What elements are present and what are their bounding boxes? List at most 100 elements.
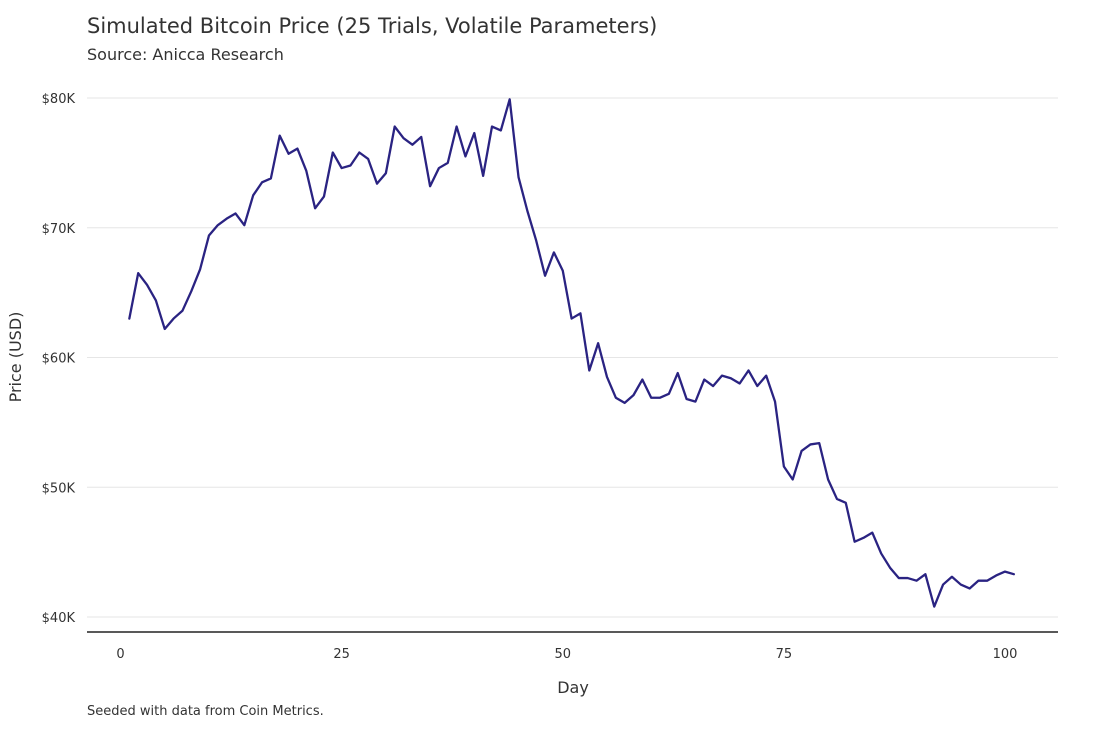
price-point <box>243 224 245 226</box>
price-point <box>606 376 608 378</box>
price-point <box>155 299 157 301</box>
price-point <box>615 397 617 399</box>
price-point <box>641 378 643 380</box>
price-point <box>164 328 166 330</box>
price-point <box>862 537 864 539</box>
price-point <box>508 98 510 100</box>
price-point <box>279 134 281 136</box>
price-point <box>535 240 537 242</box>
x-tick-label: 0 <box>116 647 124 662</box>
price-point <box>668 393 670 395</box>
price-point <box>455 125 457 127</box>
price-point <box>349 164 351 166</box>
price-point <box>234 212 236 214</box>
price-point <box>968 587 970 589</box>
price-point <box>792 478 794 480</box>
price-point <box>836 498 838 500</box>
price-point <box>526 210 528 212</box>
price-point <box>915 579 917 581</box>
price-point <box>703 378 705 380</box>
price-point <box>332 151 334 153</box>
price-point <box>128 317 130 319</box>
price-point <box>579 312 581 314</box>
price-point <box>818 442 820 444</box>
price-point <box>960 583 962 585</box>
price-point <box>730 377 732 379</box>
price-series-line <box>128 98 1015 608</box>
price-point <box>721 374 723 376</box>
price-point <box>217 224 219 226</box>
price-point <box>986 579 988 581</box>
price-point <box>270 177 272 179</box>
x-axis-title: Day <box>557 678 589 697</box>
price-point <box>438 167 440 169</box>
price-point <box>774 400 776 402</box>
price-point <box>367 158 369 160</box>
price-point <box>553 251 555 253</box>
price-point <box>562 269 564 271</box>
price-point <box>650 397 652 399</box>
price-point <box>570 317 572 319</box>
gridlines <box>87 97 1058 618</box>
price-point <box>1013 573 1015 575</box>
price-point <box>1004 570 1006 572</box>
price-point <box>358 151 360 153</box>
price-point <box>765 374 767 376</box>
x-tick-label: 50 <box>554 647 571 662</box>
price-point <box>694 400 696 402</box>
y-axis-ticks: $40K $50K $60K $70K $80K <box>42 92 76 626</box>
price-point <box>420 136 422 138</box>
price-point <box>287 153 289 155</box>
price-point <box>597 342 599 344</box>
price-point <box>632 394 634 396</box>
price-point <box>712 385 714 387</box>
price-point <box>482 175 484 177</box>
price-point <box>623 402 625 404</box>
y-axis-title: Price (USD) <box>6 312 25 403</box>
price-point <box>385 172 387 174</box>
price-point <box>314 207 316 209</box>
price-point <box>464 155 466 157</box>
y-tick-label: $40K <box>42 611 76 626</box>
y-tick-label: $60K <box>42 352 76 367</box>
price-point <box>747 369 749 371</box>
x-tick-label: 75 <box>776 647 793 662</box>
price-point <box>853 541 855 543</box>
y-tick-label: $80K <box>42 92 76 107</box>
chart-subtitle: Source: Anicca Research <box>87 45 284 64</box>
price-point <box>517 176 519 178</box>
price-point <box>889 566 891 568</box>
x-tick-label: 100 <box>993 647 1018 662</box>
price-point <box>252 194 254 196</box>
price-point <box>225 217 227 219</box>
price-point <box>473 132 475 134</box>
price-point <box>500 129 502 131</box>
price-point <box>172 317 174 319</box>
price-point <box>951 576 953 578</box>
y-tick-label: $70K <box>42 222 76 237</box>
price-point <box>898 577 900 579</box>
price-point <box>261 181 263 183</box>
price-point <box>491 125 493 127</box>
price-point <box>942 583 944 585</box>
price-point <box>411 144 413 146</box>
price-point <box>447 162 449 164</box>
price-point <box>376 182 378 184</box>
price-point <box>137 272 139 274</box>
price-point <box>995 574 997 576</box>
price-point <box>756 385 758 387</box>
price-point <box>738 382 740 384</box>
chart-title: Simulated Bitcoin Price (25 Trials, Vola… <box>87 14 658 38</box>
price-point <box>190 290 192 292</box>
price-point <box>588 369 590 371</box>
price-point <box>827 478 829 480</box>
price-point <box>977 579 979 581</box>
price-point <box>208 234 210 236</box>
price-point <box>323 195 325 197</box>
price-point <box>393 125 395 127</box>
price-point <box>296 147 298 149</box>
price-point <box>783 465 785 467</box>
chart-caption: Seeded with data from Coin Metrics. <box>87 704 324 719</box>
price-point <box>659 397 661 399</box>
